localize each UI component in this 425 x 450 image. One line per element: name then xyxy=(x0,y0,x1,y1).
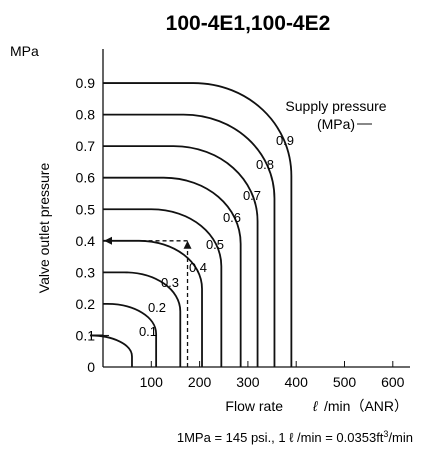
x-tick-label: 500 xyxy=(333,374,357,390)
x-unit-prefix: ℓ xyxy=(312,398,318,414)
curve-labels: 0.1 0.2 0.3 0.4 0.5 0.60.7 0.80.9 xyxy=(139,133,294,339)
curves xyxy=(89,82,293,367)
axes xyxy=(102,49,410,368)
y-tick-label: 0.3 xyxy=(76,264,96,280)
x-unit-suffix: /min（ANR） xyxy=(324,398,408,414)
chart-title: 100-4E1,100-4E2 xyxy=(166,12,331,35)
curve-label: 0.1 xyxy=(139,324,157,339)
x-tick-label: 400 xyxy=(285,374,309,390)
footnote-main: 1MPa = 145 psi., 1 ℓ /min = 0.0353ft xyxy=(177,430,384,445)
footnote: 1MPa = 145 psi., 1 ℓ /min = 0.0353ft3/mi… xyxy=(177,429,413,445)
x-tick-label: 200 xyxy=(188,374,212,390)
y-tick-label: 0.5 xyxy=(76,201,96,217)
curve-p-0.6 xyxy=(103,176,242,367)
curve-p-0.1 xyxy=(89,334,133,367)
y-unit-label: MPa xyxy=(10,43,39,59)
y-tick-label: 0.6 xyxy=(76,170,96,186)
curve-label: 0.5 xyxy=(206,237,224,252)
x-axis-label: Flow rate xyxy=(225,398,283,414)
curve-label: 0.7 xyxy=(243,188,261,203)
legend-title-line2: (MPa) xyxy=(317,116,355,132)
legend-title-line1: Supply pressure xyxy=(285,98,386,114)
curve-p-0.7 xyxy=(103,145,259,367)
curve-p-0.3 xyxy=(103,271,182,367)
x-ticks: 100 200 300 400 500 600 xyxy=(140,361,405,390)
x-tick-label: 600 xyxy=(381,374,405,390)
y-tick-label: 0.9 xyxy=(76,75,96,91)
y-tick-label: 0 xyxy=(87,359,95,375)
footnote-tail: /min xyxy=(388,430,413,445)
y-tick-label: 0.4 xyxy=(76,233,96,249)
curve-p-0.9 xyxy=(103,82,293,367)
y-ticks: 0 0.1 0.2 0.3 0.4 0.5 0.6 0.7 0.8 0.9 xyxy=(76,75,109,375)
x-tick-label: 100 xyxy=(140,374,164,390)
curve-label: 0.6 xyxy=(223,210,241,225)
curve-label: 0.8 xyxy=(256,157,274,172)
y-tick-label: 0.8 xyxy=(76,107,96,123)
curve-label: 0.4 xyxy=(189,260,207,275)
footnote-sup: 3 xyxy=(383,429,388,439)
y-tick-label: 0.7 xyxy=(76,138,96,154)
curve-p-0.2 xyxy=(103,303,158,367)
y-axis-label: Valve outlet pressure xyxy=(36,163,52,294)
curve-label: 0.2 xyxy=(148,300,166,315)
y-tick-label: 0.2 xyxy=(76,296,96,312)
guide-arrow-up xyxy=(183,240,192,249)
curve-label: 0.9 xyxy=(276,133,294,148)
curve-p-0.8 xyxy=(103,113,276,367)
x-tick-label: 300 xyxy=(236,374,260,390)
curve-p-0.4 xyxy=(103,239,203,367)
y-tick-label: 0.1 xyxy=(76,327,96,343)
curve-p-0.5 xyxy=(103,208,223,367)
curve-label: 0.3 xyxy=(161,275,179,290)
